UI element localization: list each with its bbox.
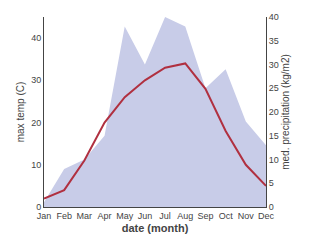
svg-text:Nov: Nov	[238, 211, 255, 221]
svg-text:Aug: Aug	[177, 211, 193, 221]
svg-text:35: 35	[269, 36, 279, 46]
svg-text:10: 10	[31, 160, 41, 170]
svg-text:Oct: Oct	[219, 211, 234, 221]
svg-text:20: 20	[31, 118, 41, 128]
svg-text:15: 15	[269, 131, 279, 141]
svg-text:30: 30	[269, 60, 279, 70]
svg-text:40: 40	[31, 33, 41, 43]
svg-text:25: 25	[269, 83, 279, 93]
svg-text:5: 5	[269, 178, 274, 188]
svg-text:Mar: Mar	[77, 211, 93, 221]
svg-text:Dec: Dec	[258, 211, 275, 221]
svg-text:date (month): date (month)	[122, 222, 189, 234]
svg-text:10: 10	[269, 155, 279, 165]
svg-text:30: 30	[31, 75, 41, 85]
svg-text:40: 40	[269, 12, 279, 22]
svg-text:May: May	[116, 211, 134, 221]
svg-text:med. precipitation (kg/m2): med. precipitation (kg/m2)	[280, 54, 291, 170]
svg-text:Feb: Feb	[56, 211, 72, 221]
svg-text:Apr: Apr	[98, 211, 112, 221]
svg-text:Jan: Jan	[37, 211, 52, 221]
svg-text:max temp (C): max temp (C)	[15, 82, 26, 143]
svg-text:0: 0	[36, 202, 41, 212]
svg-text:0: 0	[269, 202, 274, 212]
svg-text:20: 20	[269, 107, 279, 117]
svg-text:Jun: Jun	[138, 211, 153, 221]
svg-text:Sep: Sep	[197, 211, 213, 221]
svg-text:Jul: Jul	[159, 211, 171, 221]
